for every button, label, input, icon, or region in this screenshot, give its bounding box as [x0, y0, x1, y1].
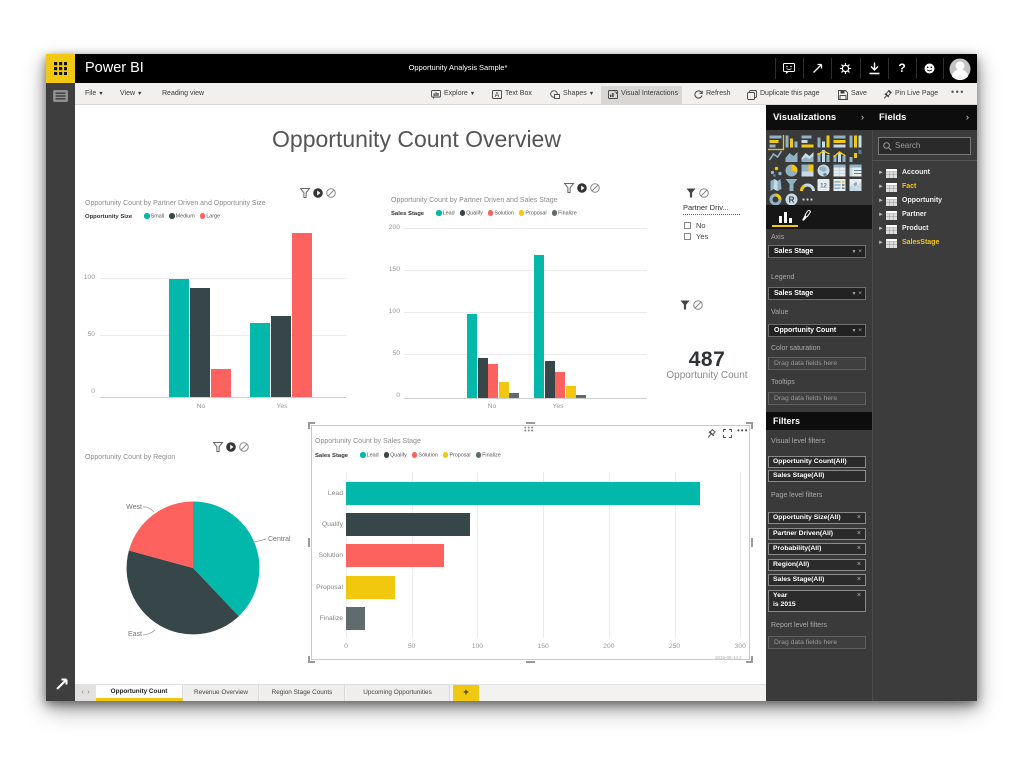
- svg-text:12: 12: [820, 184, 827, 190]
- svg-text:A: A: [495, 92, 500, 99]
- svg-text:#: #: [854, 182, 857, 188]
- svg-text:R: R: [789, 196, 795, 205]
